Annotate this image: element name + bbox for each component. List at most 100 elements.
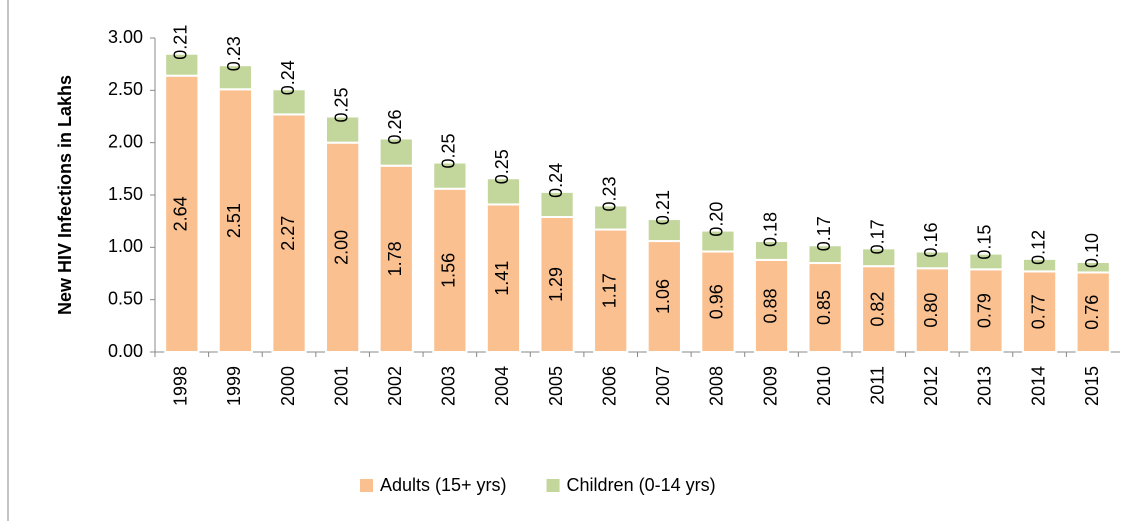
- bar-segment: [914, 250, 950, 270]
- bar-segment: [432, 161, 468, 190]
- data-label: 0.18: [760, 212, 780, 247]
- data-label: 0.17: [868, 219, 888, 254]
- bar-segment: [646, 218, 682, 243]
- bar-segment: [217, 64, 254, 91]
- y-tick-label: 0.50: [108, 288, 143, 308]
- data-label: 0.25: [331, 87, 351, 122]
- data-label: 0.77: [1028, 294, 1048, 329]
- bar-segment: [325, 115, 361, 144]
- data-label: 0.23: [599, 176, 619, 211]
- bar-segment: [164, 52, 200, 77]
- data-label: 0.82: [868, 292, 888, 327]
- bar-segment: [700, 229, 736, 253]
- bar-segment: [1075, 271, 1111, 354]
- x-tick-label: 2014: [1028, 366, 1048, 406]
- bar-segment: [807, 262, 843, 353]
- data-label: 2.64: [171, 196, 191, 231]
- bar-segment: [914, 267, 950, 353]
- bar-segment: [861, 265, 897, 354]
- y-tick-label: 2.00: [108, 131, 143, 151]
- data-label: 1.78: [385, 241, 405, 276]
- x-tick-label: 2012: [921, 366, 941, 406]
- y-tick-label: 3.00: [108, 27, 143, 47]
- bar-segment: [378, 164, 414, 353]
- legend-label: Adults (15+ yrs): [380, 475, 507, 495]
- x-tick-label: 2000: [278, 366, 298, 406]
- data-label: 0.23: [224, 36, 244, 71]
- y-tick-label: 2.50: [108, 79, 143, 99]
- y-tick-label: 1.50: [108, 184, 143, 204]
- x-tick-label: 2009: [760, 366, 780, 406]
- data-label: 0.25: [492, 149, 512, 184]
- data-label: 0.17: [814, 216, 834, 251]
- bar-segment: [968, 268, 1004, 353]
- x-tick-label: 2003: [439, 366, 459, 406]
- bar-segment: [593, 228, 629, 353]
- x-tick-label: 2010: [814, 366, 834, 406]
- data-label: 1.06: [653, 279, 673, 314]
- bar-segment: [485, 177, 522, 206]
- x-tick-label: 2001: [331, 366, 351, 406]
- data-label: 0.88: [760, 288, 780, 323]
- bar-segment: [271, 113, 307, 354]
- x-tick-label: 2006: [599, 366, 619, 406]
- bar-segment: [539, 215, 575, 353]
- legend-swatch: [360, 479, 373, 492]
- x-tick-label: 2007: [653, 366, 673, 406]
- y-axis-title: New HIV Infections in Lakhs: [55, 75, 75, 315]
- bar-segment: [271, 88, 307, 116]
- data-label: 1.29: [546, 267, 566, 302]
- bar-segment: [164, 74, 200, 354]
- bar-segment: [861, 247, 897, 268]
- data-label: 0.80: [921, 293, 941, 328]
- x-tick-label: 1998: [171, 366, 191, 406]
- data-label: 0.26: [385, 109, 405, 144]
- legend-swatch: [546, 479, 560, 492]
- data-label: 0.16: [921, 222, 941, 257]
- x-tick-label: 2011: [868, 366, 888, 405]
- bar-segment: [217, 88, 254, 354]
- legend-label: Children (0-14 yrs): [567, 475, 716, 495]
- y-tick-label: 0.00: [108, 341, 143, 361]
- x-tick-label: 2004: [492, 366, 512, 406]
- bar-segment: [593, 204, 629, 231]
- data-label: 0.25: [439, 134, 459, 169]
- data-label: 0.21: [171, 25, 191, 60]
- bar-segment: [325, 141, 361, 353]
- data-label: 0.21: [653, 190, 673, 225]
- data-label: 0.96: [707, 284, 727, 319]
- bar-segment: [807, 244, 843, 265]
- bar-segment: [1075, 260, 1111, 274]
- data-label: 1.17: [599, 273, 619, 308]
- bar-segment: [968, 252, 1004, 271]
- x-tick-label: 2008: [707, 366, 727, 406]
- bar-segment: [753, 258, 790, 354]
- bar-segment: [378, 137, 414, 167]
- x-tick-label: 2002: [385, 366, 405, 406]
- data-label: 2.00: [331, 230, 351, 265]
- data-label: 0.20: [707, 202, 727, 237]
- data-label: 0.24: [546, 163, 566, 198]
- data-label: 0.15: [975, 225, 995, 260]
- data-label: 2.27: [278, 216, 298, 251]
- x-tick-label: 2015: [1082, 366, 1102, 406]
- data-label: 0.76: [1082, 295, 1102, 330]
- bar-segment: [485, 203, 522, 353]
- x-tick-label: 2005: [546, 366, 566, 406]
- y-tick-label: 1.00: [108, 236, 143, 256]
- data-label: 0.10: [1082, 233, 1102, 268]
- data-label: 1.41: [492, 261, 512, 296]
- bar-segment: [753, 240, 790, 261]
- data-label: 0.24: [278, 60, 298, 95]
- bar-segment: [539, 190, 575, 218]
- chart-frame: [7, 0, 9, 521]
- data-label: 0.12: [1028, 230, 1048, 265]
- x-tick-label: 1999: [224, 366, 244, 406]
- x-tick-label: 2013: [975, 366, 995, 406]
- data-label: 0.79: [975, 293, 995, 328]
- data-label: 0.85: [814, 290, 834, 325]
- bar-segment: [646, 240, 682, 353]
- data-label: 2.51: [224, 203, 244, 238]
- bar-segment: [1021, 257, 1058, 273]
